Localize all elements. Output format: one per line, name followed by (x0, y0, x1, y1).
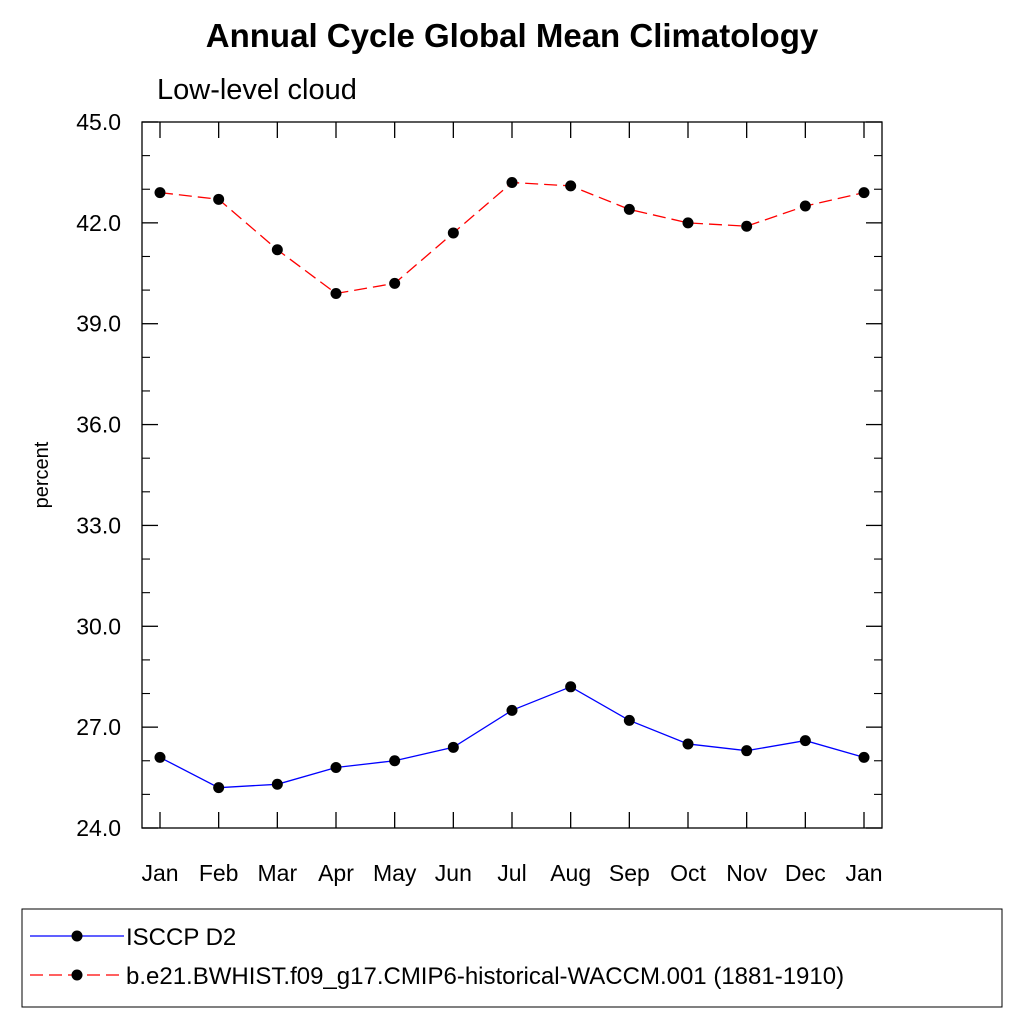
series-2-point (799, 200, 811, 212)
series-1-point (389, 755, 401, 767)
legend: ISCCP D2 b.e21.BWHIST.f09_g17.CMIP6-histo… (30, 924, 844, 990)
y-axis-label: percent (31, 441, 53, 508)
series (154, 177, 870, 794)
series-1-point (271, 778, 283, 790)
x-tick-label: Feb (199, 860, 239, 886)
series-2-point (682, 217, 694, 229)
axes (141, 121, 883, 829)
x-tick-label: Jan (845, 860, 882, 886)
y-tick-label: 36.0 (76, 412, 121, 438)
series-1-point (154, 751, 166, 763)
series-2-point (447, 227, 459, 239)
chart-subtitle: Low-level cloud (157, 74, 357, 106)
x-tick-label: Jul (497, 860, 526, 886)
x-tick-label: May (373, 860, 417, 886)
series-2-point (389, 277, 401, 289)
series-2-point (741, 220, 753, 232)
x-tick-label: Sep (609, 860, 650, 886)
x-tick-label: Mar (258, 860, 298, 886)
series-2-point (154, 187, 166, 199)
series-line-2 (159, 181, 865, 295)
x-tick-label: Apr (318, 860, 354, 886)
legend-label-2: b.e21.BWHIST.f09_g17.CMIP6-historical-WA… (126, 963, 844, 990)
x-tick-label: Jan (141, 860, 178, 886)
x-tick-label: Jun (435, 860, 472, 886)
plot-frame (141, 121, 883, 829)
y-tick-label: 45.0 (76, 109, 121, 135)
series-1-point (506, 704, 518, 716)
legend-marker-2 (71, 969, 83, 981)
series-1-point (682, 738, 694, 750)
series-2-point (213, 193, 225, 205)
series-1-point (858, 751, 870, 763)
series-2-point (506, 177, 518, 189)
legend-marker-1 (71, 930, 83, 942)
legend-label-1: ISCCP D2 (126, 924, 236, 951)
x-tick-label: Nov (726, 860, 767, 886)
series-2-point (565, 180, 577, 192)
y-tick-label: 33.0 (76, 512, 121, 538)
x-tick-label: Oct (670, 860, 706, 886)
series-1-point (447, 741, 459, 753)
series-1-point (741, 745, 753, 757)
y-tick-label: 39.0 (76, 311, 121, 337)
y-tick-label: 27.0 (76, 714, 121, 740)
x-tick-label: Dec (785, 860, 826, 886)
tick-labels: 24.0 27.0 30.0 33.0 36.0 39.0 42.0 45.0 Jan Feb Ma… (76, 109, 882, 886)
series-2-point (271, 244, 283, 256)
series-2-point (858, 187, 870, 199)
legend-box (21, 908, 1003, 1008)
series-line-1 (159, 686, 865, 789)
series-1-point (623, 714, 635, 726)
series-2-point (330, 287, 342, 299)
series-1-point (565, 681, 577, 693)
series-1-point (330, 761, 342, 773)
y-tick-label: 24.0 (76, 815, 121, 841)
x-tick-label: Aug (550, 860, 591, 886)
series-2-point (623, 203, 635, 215)
series-1-point (213, 782, 225, 794)
series-1-point (799, 735, 811, 747)
y-tick-label: 42.0 (76, 210, 121, 236)
y-tick-label: 30.0 (76, 613, 121, 639)
chart-title: Annual Cycle Global Mean Climatology (206, 17, 819, 54)
